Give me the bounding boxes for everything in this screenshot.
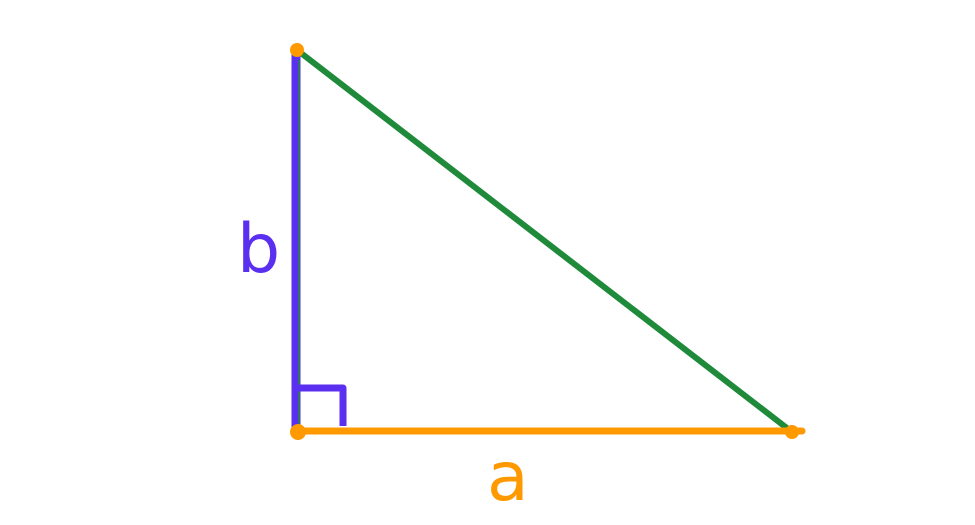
right-angle-marker xyxy=(298,384,347,426)
vertex-right xyxy=(785,425,799,439)
hypotenuse xyxy=(294,47,795,435)
label-b: b xyxy=(237,210,280,289)
label-a: a xyxy=(487,438,529,517)
vertex-top xyxy=(290,43,304,57)
vertex-right-angle xyxy=(290,424,306,440)
